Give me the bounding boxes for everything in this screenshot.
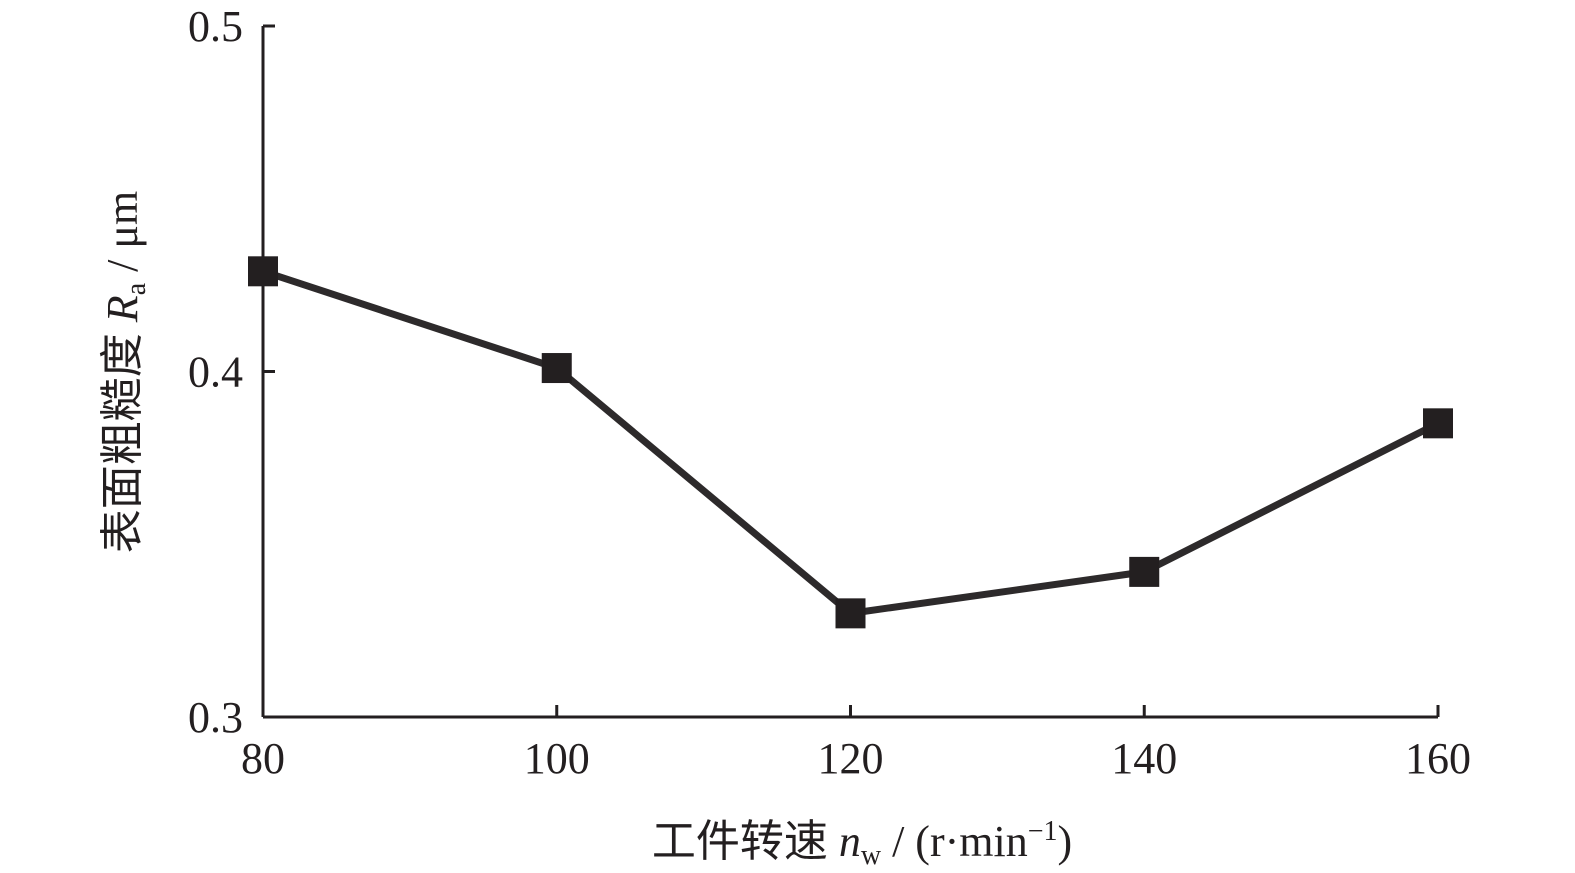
plot-area bbox=[248, 256, 1453, 629]
data-point-marker bbox=[541, 353, 572, 384]
y-tick-label: 0.4 bbox=[188, 348, 243, 397]
x-tick-label: 120 bbox=[818, 734, 884, 783]
data-point-marker bbox=[1129, 556, 1160, 587]
y-tick-label: 0.3 bbox=[188, 693, 243, 742]
y-ticks: 0.3 0.4 0.5 bbox=[188, 2, 275, 742]
x-tick-label: 160 bbox=[1405, 734, 1471, 783]
y-tick-label: 0.5 bbox=[188, 2, 243, 51]
data-point-marker bbox=[835, 598, 866, 629]
x-tick-label: 140 bbox=[1111, 734, 1177, 783]
x-tick-label: 80 bbox=[241, 734, 285, 783]
x-axis-title: 工件转速 nw / (r·min−1) bbox=[652, 816, 1072, 871]
x-tick-label: 100 bbox=[524, 734, 590, 783]
series-line bbox=[261, 267, 1440, 617]
x-ticks: 80 100 120 140 160 bbox=[241, 705, 1471, 783]
y-axis-title: 表面粗糙度 Ra / μm bbox=[98, 191, 152, 553]
data-point-marker bbox=[248, 256, 278, 287]
data-point-marker bbox=[1423, 408, 1453, 439]
